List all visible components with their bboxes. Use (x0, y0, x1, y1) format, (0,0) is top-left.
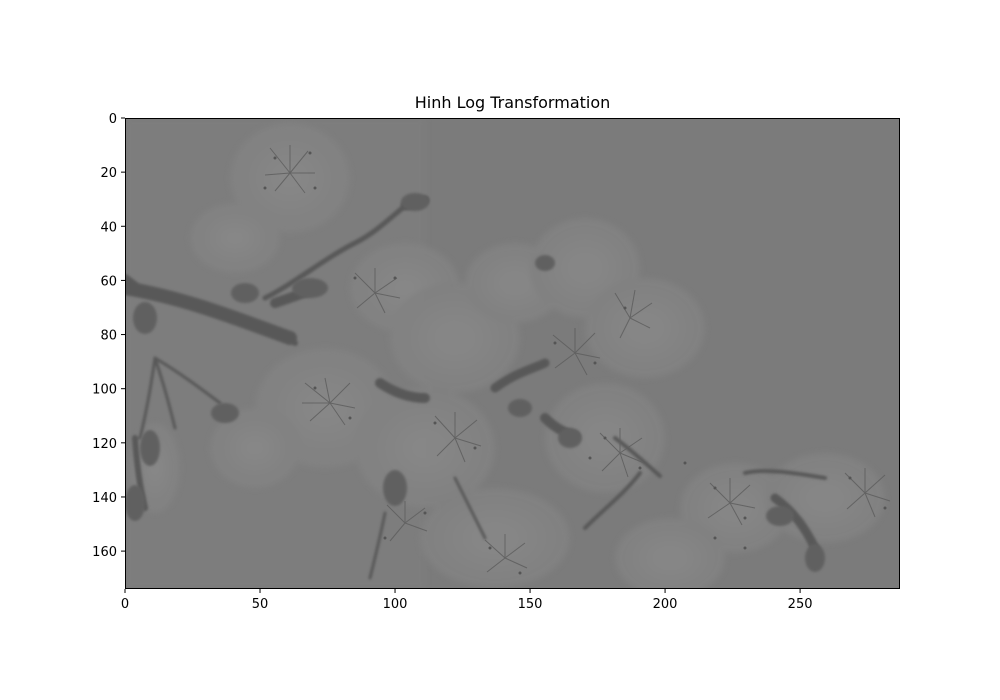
x-tick-label: 250 (788, 597, 813, 612)
stamens (264, 145, 891, 573)
y-tick-label: 140 (92, 491, 117, 506)
y-tick-label: 0 (109, 112, 117, 127)
x-tick-label: 150 (518, 597, 543, 612)
y-tick-label: 100 (92, 383, 117, 398)
cherry-blossom-branch-image (125, 118, 900, 589)
x-tick-label: 50 (252, 597, 269, 612)
y-tick-label: 120 (92, 437, 117, 452)
image-frame (125, 118, 900, 589)
image-title: Hinh Log Transformation (414, 93, 611, 112)
pollen-dots (263, 151, 887, 575)
y-tick-label: 160 (92, 545, 117, 560)
buds (125, 193, 825, 572)
x-tick-label: 0 (121, 597, 129, 612)
y-tick-label: 80 (100, 329, 117, 344)
y-tick-label: 20 (100, 166, 117, 181)
x-axis: 0 50 100 150 200 250 (121, 589, 813, 612)
image-display (125, 118, 900, 589)
y-axis: 0 20 40 60 80 100 120 140 160 (92, 112, 125, 560)
branches (125, 195, 827, 580)
x-tick-label: 100 (383, 597, 408, 612)
y-tick-label: 60 (100, 274, 117, 289)
x-tick-label: 200 (653, 597, 678, 612)
y-tick-label: 40 (100, 220, 117, 235)
